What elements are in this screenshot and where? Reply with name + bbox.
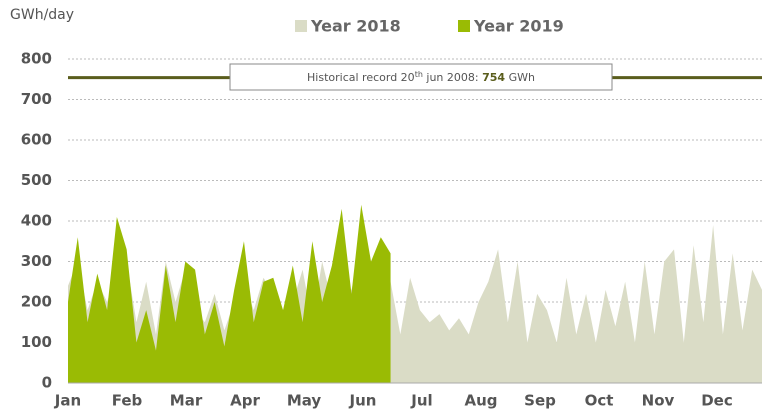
y-tick-label: 500 (21, 171, 52, 189)
x-tick-label: Jul (410, 392, 432, 410)
annotation-sup: th (415, 70, 423, 79)
area (68, 204, 391, 383)
y-tick-label: 800 (21, 50, 52, 68)
x-tick-label: Jun (349, 392, 377, 410)
x-tick-label: Jan (54, 392, 81, 410)
legend-swatch (458, 20, 470, 32)
y-tick-label: 100 (21, 333, 52, 351)
x-tick-label: Dec (701, 392, 733, 410)
x-tick-label: Mar (170, 392, 203, 410)
annotation-box (229, 63, 613, 91)
annotation-unit: GWh (509, 71, 535, 84)
annotation: Historical record 20th jun 2008: 754 GWh (229, 63, 613, 91)
y-tick-label: 700 (21, 90, 52, 108)
x-tick-label: Aug (464, 392, 497, 410)
x-tick-label: Nov (642, 392, 675, 410)
x-tick-label: Sep (524, 392, 556, 410)
annotation-value: 754 (482, 71, 505, 84)
y-tick-label: 400 (21, 212, 52, 230)
annotation-text: Historical record 20th jun 2008: 754 GWh (307, 70, 535, 85)
y-tick-label: 600 (21, 131, 52, 149)
y-axis-label: GWh/day (10, 7, 74, 23)
annotation-part: Historical record 20 (307, 71, 415, 84)
y-tick-label: 0 (42, 374, 52, 392)
legend-label: Year 2018 (310, 17, 401, 36)
x-tick-label: Apr (230, 392, 260, 410)
plot-area (68, 58, 762, 384)
x-tick-label: May (287, 392, 322, 410)
x-tick-label: Feb (112, 392, 143, 410)
annotation-part: jun 2008: (423, 71, 482, 84)
y-tick-label: 200 (21, 293, 52, 311)
y-tick-label: 300 (21, 252, 52, 270)
legend-swatch (295, 20, 307, 32)
legend-label: Year 2019 (473, 17, 564, 36)
x-tick-label: Oct (585, 392, 614, 410)
